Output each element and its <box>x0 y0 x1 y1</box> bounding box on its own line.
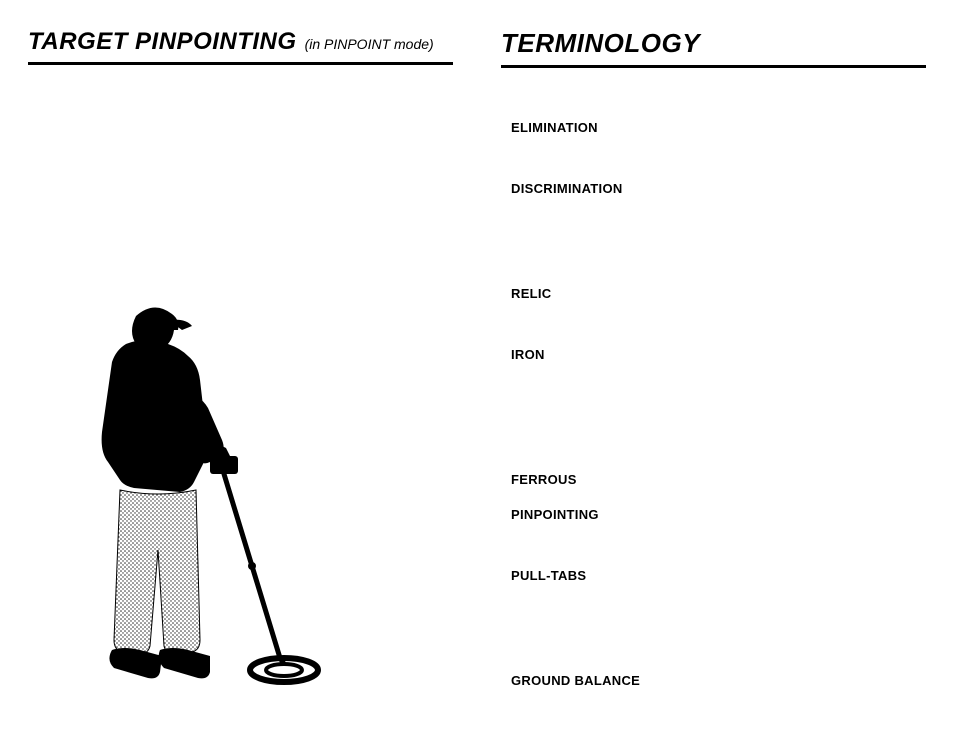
page-root: TARGET PINPOINTING (in PINPOINT mode) <box>0 0 954 738</box>
term-item: PULL-TABS <box>511 568 926 583</box>
left-subtitle: (in PINPOINT mode) <box>305 36 434 52</box>
left-title: TARGET PINPOINTING <box>28 28 297 56</box>
detectorist-figure <box>28 298 328 738</box>
term-item: PINPOINTING <box>511 507 926 522</box>
term-item: FERROUS <box>511 472 926 487</box>
left-column: TARGET PINPOINTING (in PINPOINT mode) <box>28 28 477 738</box>
right-heading-row: TERMINOLOGY <box>501 28 926 68</box>
right-title: TERMINOLOGY <box>501 28 700 59</box>
term-item: GROUND BALANCE <box>511 673 926 688</box>
term-item: RELIC <box>511 286 926 301</box>
left-heading-row: TARGET PINPOINTING (in PINPOINT mode) <box>28 28 453 65</box>
term-item: DISCRIMINATION <box>511 181 926 196</box>
right-column: TERMINOLOGY ELIMINATION DISCRIMINATION REL… <box>477 28 926 738</box>
term-item: ELIMINATION <box>511 120 926 135</box>
figure-container <box>28 77 453 738</box>
terminology-list: ELIMINATION DISCRIMINATION RELIC IRON FERROU… <box>501 80 926 688</box>
term-item: IRON <box>511 347 926 362</box>
